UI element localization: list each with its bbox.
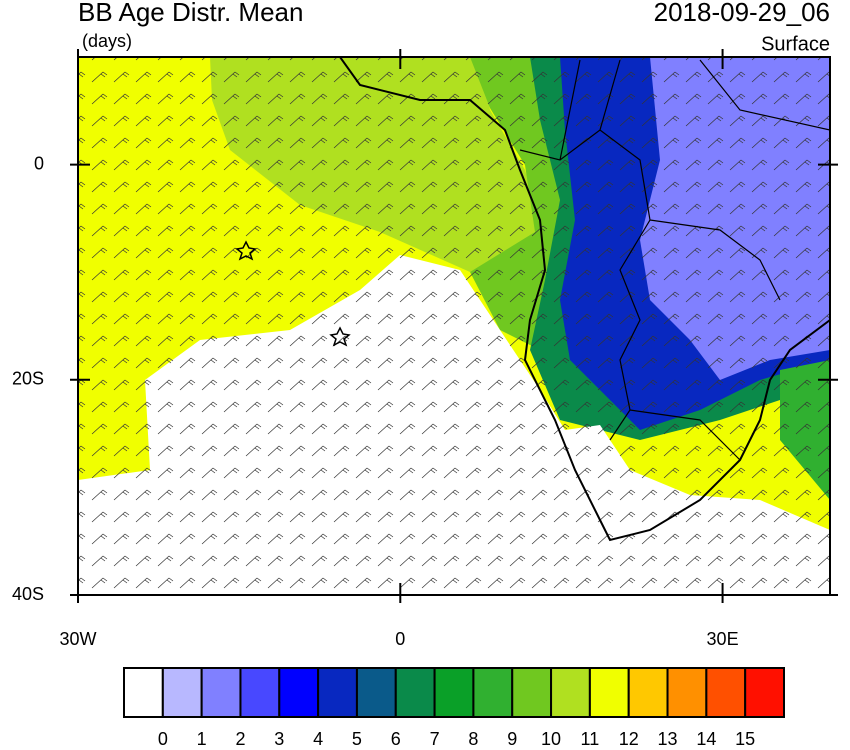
level: Surface [761, 33, 830, 55]
colorbar-box [705, 667, 747, 718]
colorbar-box [355, 667, 397, 718]
map-field [78, 57, 830, 595]
x-tick-label: 0 [395, 629, 405, 649]
colorbar-box [239, 667, 281, 718]
coastline [339, 57, 830, 542]
colorbar-label: 3 [274, 729, 284, 749]
title: BB Age Distr. Mean [78, 0, 303, 27]
colorbar-label: 5 [352, 729, 362, 749]
site-marker [329, 326, 351, 347]
colorbar-label: 10 [541, 729, 561, 749]
colorbar-box [278, 667, 320, 718]
colorbar-box [588, 667, 630, 718]
colorbar-box [317, 667, 358, 718]
y-tick-label: 40S [12, 584, 44, 604]
units: (days) [82, 31, 132, 51]
colorbar-box [666, 667, 708, 718]
colorbar-label: 7 [430, 729, 440, 749]
plot-frame [77, 56, 831, 596]
y-tick-label: 20S [12, 369, 44, 389]
colorbar-box [200, 667, 242, 718]
colorbar-label: 9 [507, 729, 517, 749]
colorbar-box [550, 667, 591, 718]
colorbar-box [433, 667, 475, 718]
colorbar-label: 8 [468, 729, 478, 749]
colorbar-label: 1 [197, 729, 207, 749]
colorbar-box [744, 667, 785, 718]
colorbar-box [627, 667, 669, 718]
colorbar-label: 11 [581, 729, 600, 749]
colorbar-label: 14 [696, 729, 716, 749]
colorbar-label: 0 [158, 729, 168, 749]
colorbar-label: 12 [619, 729, 639, 749]
wind-barbs [78, 57, 830, 595]
date: 2018-09-29_06 [654, 0, 830, 27]
y-tick-label: 0 [34, 153, 44, 173]
colorbar-box [472, 667, 514, 718]
colorbar-label: 2 [235, 729, 245, 749]
colorbar-label: 13 [658, 729, 678, 749]
colorbar-label: 15 [735, 729, 755, 749]
borders [519, 59, 830, 461]
colorbar-box [161, 667, 203, 718]
site-marker [235, 240, 257, 261]
colorbar-box [511, 667, 553, 718]
colorbar-box [394, 667, 436, 718]
colorbar-label: 6 [391, 729, 401, 749]
colorbar-box [123, 667, 164, 718]
x-tick-label: 30E [707, 629, 739, 649]
x-tick-label: 30W [59, 629, 96, 649]
colorbar-label: 4 [313, 729, 323, 749]
